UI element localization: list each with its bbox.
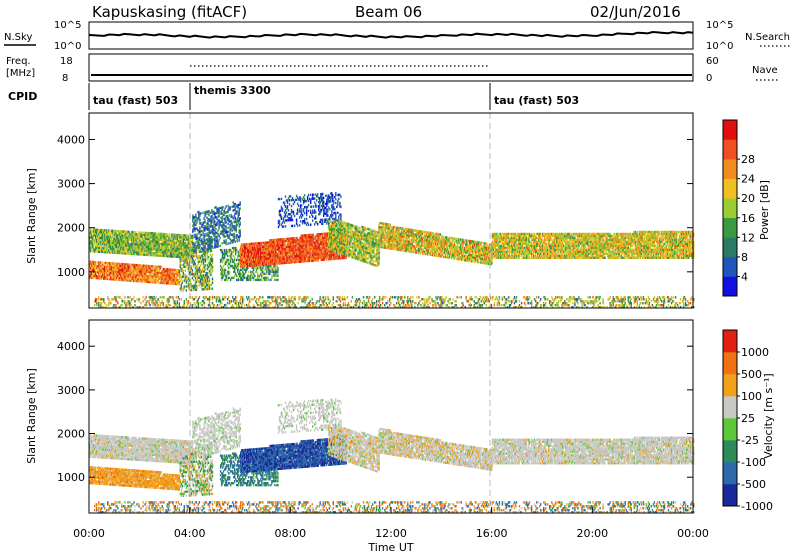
power-cell [90, 228, 91, 230]
nsky-tick-low: 10^0 [54, 41, 81, 52]
nsky-trace [89, 32, 693, 38]
radar-summary-plot: Kapuskasing (fitACF) Beam 06 02/Jun/2016… [0, 0, 800, 554]
nsearch-tick-low: 10^0 [706, 41, 733, 52]
power-cell [135, 231, 136, 233]
freq-label-line1: Freq. [6, 56, 31, 67]
cpid-segment-2: themis 3300 [194, 84, 271, 97]
nsearch-label: N.Search [745, 32, 790, 43]
nsky-label: N.Sky [4, 32, 32, 43]
freq-tick-low: 8 [62, 73, 68, 84]
power-cell [169, 233, 170, 235]
freq-label-line2: [MHz] [6, 68, 35, 79]
cpid-panel: CPID tau (fast) 503 themis 3300 tau (fas… [8, 83, 579, 110]
nave-tick-low: 0 [706, 73, 712, 84]
power-cell [95, 261, 96, 263]
nsearch-tick-high: 10^5 [706, 20, 733, 31]
power-heatmap [89, 192, 694, 308]
nsky-panel: N.Sky 10^5 10^0 10^5 10^0 N.Search [4, 20, 790, 52]
nave-label: Nave [752, 65, 778, 76]
power-cell [129, 233, 130, 235]
power-cell [155, 232, 156, 234]
nave-tick-high: 60 [706, 56, 719, 67]
power-cell [109, 229, 110, 231]
cpid-label: CPID [8, 90, 37, 103]
date-title: 02/Jun/2016 [590, 3, 681, 21]
power-panel: 1000200030004000 Slant Range [km] 481216… [25, 113, 771, 308]
cpid-segment-1: tau (fast) 503 [93, 94, 178, 107]
freq-panel-frame [89, 54, 693, 81]
power-cell [167, 233, 168, 235]
nsky-tick-high: 10^5 [54, 20, 81, 31]
cpid-segment-3: tau (fast) 503 [494, 94, 579, 107]
freq-panel: Freq. [MHz] 18 8 60 0 Nave [6, 54, 780, 84]
station-title: Kapuskasing (fitACF) [92, 3, 247, 21]
power-cell [152, 265, 153, 267]
power-cell [102, 262, 103, 264]
power-cell [129, 264, 130, 266]
plot-canvas: Kapuskasing (fitACF) Beam 06 02/Jun/2016… [0, 0, 800, 554]
power-cell [161, 266, 162, 268]
beam-title: Beam 06 [355, 3, 422, 21]
freq-tick-high: 18 [60, 56, 73, 67]
